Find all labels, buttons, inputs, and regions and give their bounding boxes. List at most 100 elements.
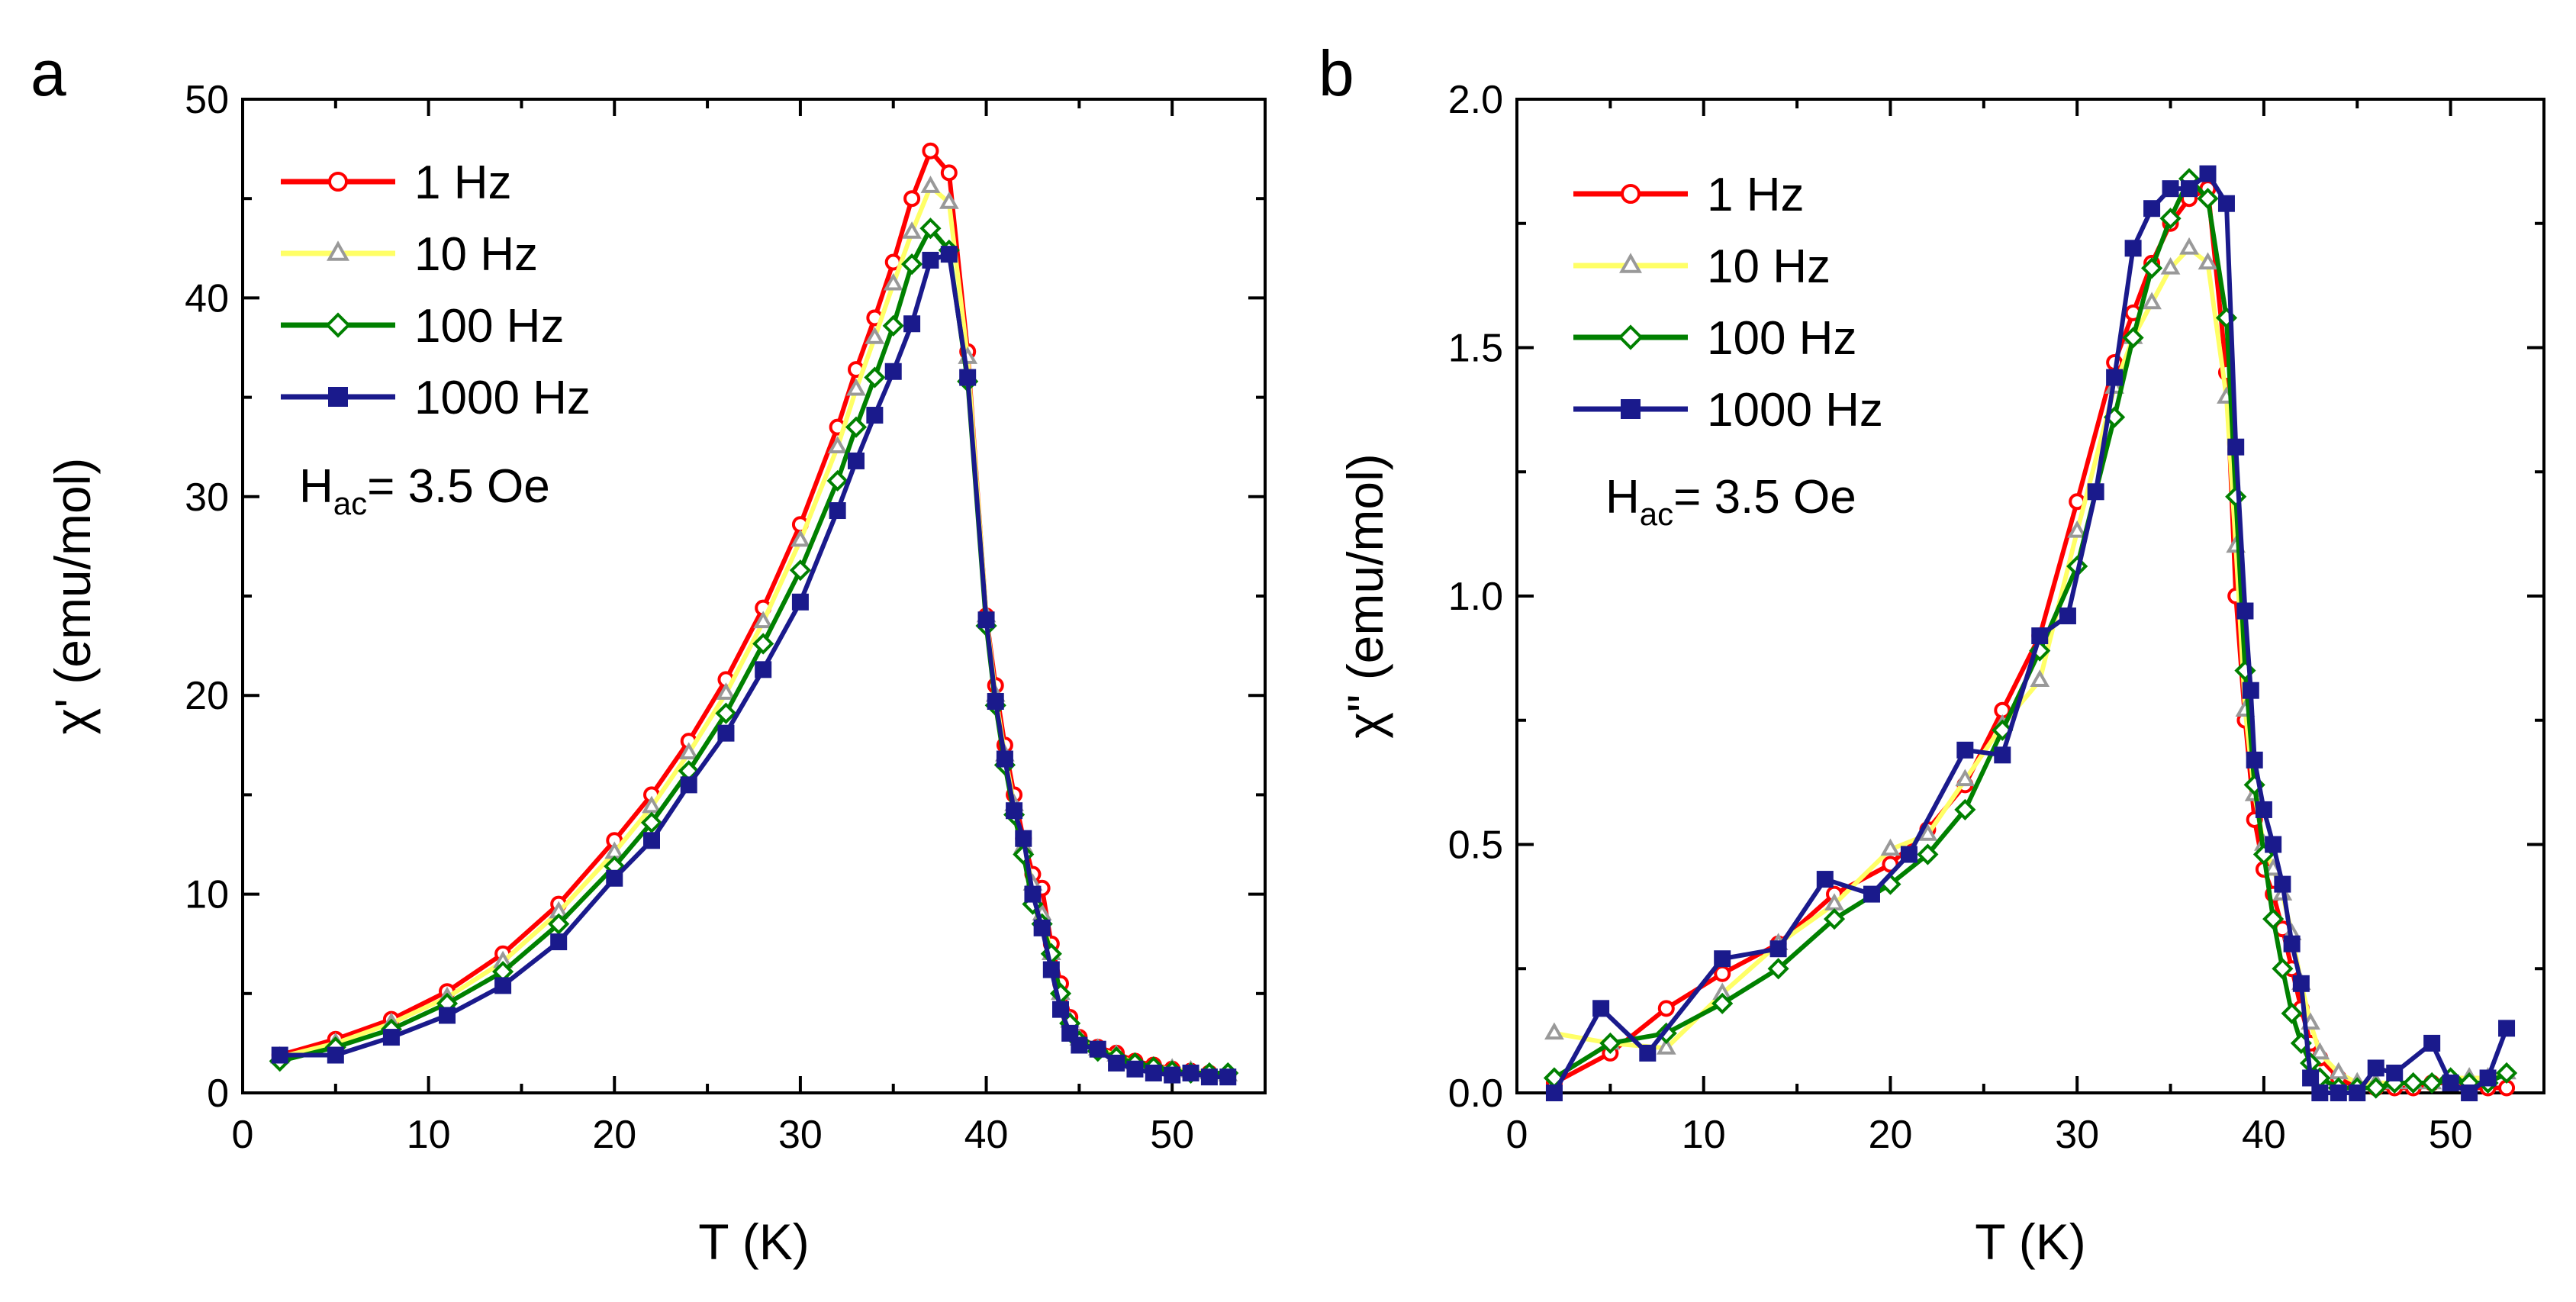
series-1hz	[1545, 180, 2516, 1097]
data-point	[1200, 1068, 1218, 1086]
legend-entry-10hz: 10 Hz	[281, 228, 538, 281]
data-point	[919, 218, 942, 240]
data-point	[996, 750, 1013, 768]
data-point	[1145, 1064, 1162, 1081]
y-tick-label: 10	[185, 873, 229, 917]
x-tick-label: 30	[2055, 1113, 2099, 1157]
series-line	[1553, 176, 2508, 1091]
data-point	[864, 366, 886, 388]
data-point	[2330, 1084, 2347, 1101]
data-point	[1657, 1000, 1675, 1017]
y-tick-label: 1.0	[1448, 575, 1503, 619]
data-point	[1061, 1024, 1079, 1042]
legend-label-100hz: 100 Hz	[414, 300, 564, 353]
data-point	[550, 933, 568, 951]
data-point	[2262, 908, 2285, 930]
data-point	[1955, 769, 1975, 787]
data-point	[2283, 935, 2301, 952]
data-point	[1823, 908, 1846, 930]
data-point	[902, 221, 922, 239]
data-point	[2031, 627, 2049, 645]
legend-label-10hz: 10 Hz	[414, 228, 538, 281]
data-point	[939, 192, 959, 209]
y-tick-label: 0.0	[1448, 1072, 1503, 1116]
data-point	[2198, 252, 2218, 270]
field-subscript: ac	[333, 485, 367, 521]
data-point	[1863, 885, 1880, 903]
data-point	[1042, 961, 1060, 978]
data-point	[2461, 1084, 2478, 1101]
x-tick-label: 50	[1150, 1113, 1194, 1157]
series-100hz	[1543, 168, 2518, 1099]
data-point	[1126, 1060, 1144, 1078]
series-layer-b	[1543, 165, 2518, 1101]
data-point	[606, 869, 623, 887]
data-point	[866, 407, 884, 424]
panel-letter-a: a	[31, 37, 66, 109]
data-point	[987, 693, 1004, 711]
data-point	[2421, 1072, 2443, 1094]
series-line	[279, 226, 1228, 1075]
data-point	[678, 742, 699, 760]
data-point	[2087, 483, 2104, 501]
data-point	[1052, 1001, 1069, 1018]
x-tick-label: 40	[2242, 1113, 2286, 1157]
legend-marker	[1619, 253, 1642, 273]
data-point	[643, 832, 660, 849]
data-point	[1545, 1084, 1563, 1101]
data-point	[2067, 520, 2088, 538]
data-point	[1033, 919, 1051, 936]
plot-frame-a	[241, 98, 1267, 1094]
data-point	[1024, 885, 1042, 903]
data-point	[1954, 798, 1976, 821]
panel-b: b 0 10 20 30 40 50 0.0 0.5 1.0 1.5 2.0 T…	[1319, 37, 2545, 1270]
x-tick-label: 40	[964, 1113, 1009, 1157]
data-point	[2162, 180, 2179, 198]
data-point	[789, 559, 811, 582]
data-point	[327, 1046, 344, 1064]
data-point	[1599, 1032, 1621, 1054]
x-tick-label: 50	[2429, 1113, 2473, 1157]
legend-label-1000hz: 1000 Hz	[1707, 384, 1883, 437]
data-point	[2236, 602, 2254, 620]
field-annotation-a: Hac= 3.5 Oe	[299, 460, 550, 521]
legend-marker	[325, 312, 351, 338]
data-point	[2255, 801, 2272, 818]
data-point	[2179, 237, 2199, 255]
data-point	[680, 776, 697, 794]
y-tick-label: 2.0	[1448, 78, 1503, 122]
field-symbol: H	[299, 460, 333, 513]
series-layer-a	[269, 142, 1239, 1086]
x-tick-label: 10	[407, 1113, 451, 1157]
data-point	[1880, 838, 1901, 856]
data-point	[2311, 1084, 2329, 1101]
legend-entry-1hz: 1 Hz	[281, 156, 511, 209]
data-point	[920, 176, 941, 193]
data-point	[826, 469, 848, 492]
y-tick-label: 0.5	[1448, 823, 1503, 868]
axis-ticks-b	[1515, 98, 2544, 1094]
data-point	[2227, 438, 2245, 456]
data-point	[848, 452, 865, 469]
data-point	[940, 246, 958, 263]
data-point	[1164, 1066, 1181, 1084]
data-point	[2242, 682, 2259, 699]
data-point	[2059, 607, 2076, 625]
data-point	[903, 190, 921, 208]
data-point	[2122, 327, 2144, 349]
data-point	[1219, 1068, 1237, 1086]
data-point	[1918, 823, 1938, 841]
legend-marker	[327, 240, 349, 261]
y-tick-label: 40	[185, 276, 229, 321]
data-point	[2197, 188, 2219, 210]
data-point	[846, 378, 866, 396]
data-point	[753, 611, 774, 629]
panel-letter-b: b	[1319, 37, 1354, 109]
data-point	[977, 611, 995, 629]
data-point	[2217, 195, 2235, 212]
x-tick-label: 0	[232, 1113, 254, 1157]
legend-a: 1 Hz 10 Hz 100 Hz 1000 Hz	[281, 156, 591, 424]
data-point	[1711, 992, 1734, 1014]
data-point	[2367, 1059, 2384, 1077]
legend-label-10hz: 10 Hz	[1707, 240, 1831, 293]
